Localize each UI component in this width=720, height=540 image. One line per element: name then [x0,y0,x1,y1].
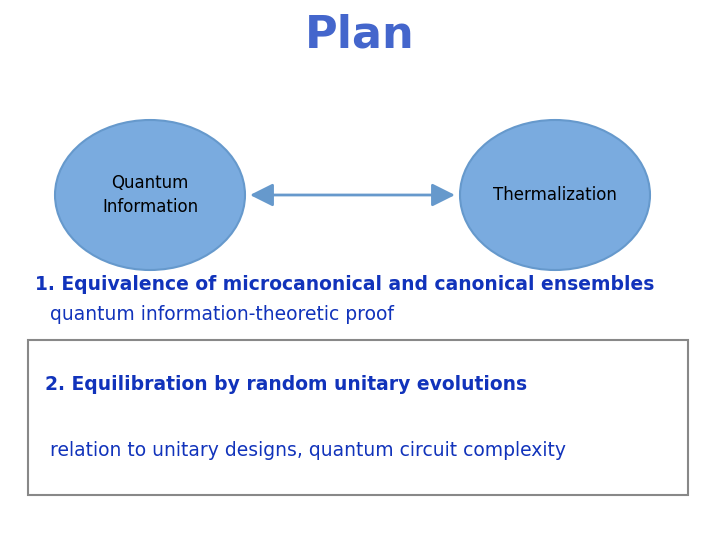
Ellipse shape [460,120,650,270]
Text: relation to unitary designs, quantum circuit complexity: relation to unitary designs, quantum cir… [50,441,566,460]
FancyBboxPatch shape [28,340,688,495]
Text: quantum information-theoretic proof: quantum information-theoretic proof [50,306,394,325]
Text: Thermalization: Thermalization [493,186,617,204]
Text: 2. Equilibration by random unitary evolutions: 2. Equilibration by random unitary evolu… [45,375,527,395]
Ellipse shape [55,120,245,270]
Text: 1. Equivalence of microcanonical and canonical ensembles: 1. Equivalence of microcanonical and can… [35,275,654,294]
Text: Quantum
Information: Quantum Information [102,173,198,217]
Text: Plan: Plan [305,14,415,57]
